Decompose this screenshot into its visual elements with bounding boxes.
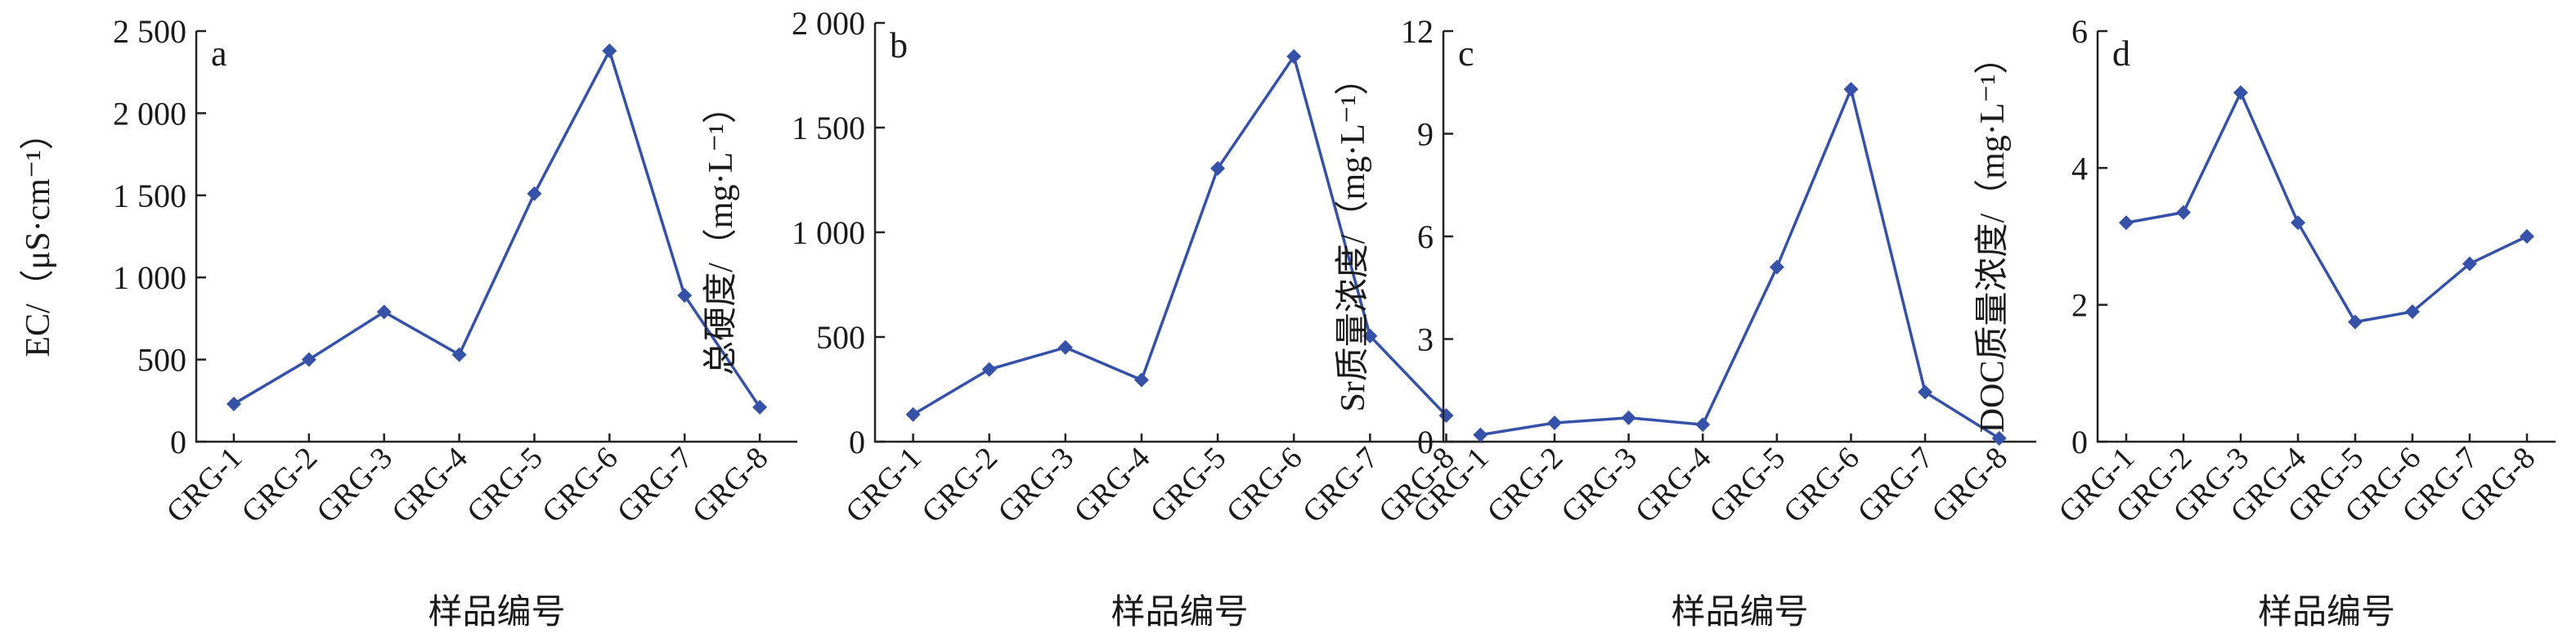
panel-letter: c	[1458, 34, 1474, 74]
data-point	[2348, 314, 2363, 330]
x-axis-title: 样品编号	[1671, 594, 1808, 631]
data-point	[1991, 430, 2007, 446]
data-point	[451, 347, 467, 362]
y-tick-label: 2 000	[113, 95, 186, 132]
panel-letter: a	[211, 34, 227, 74]
data-point	[2520, 229, 2534, 244]
y-tick-label: 1 000	[792, 214, 865, 251]
data-point	[301, 352, 316, 367]
y-tick-label: 9	[1417, 116, 1434, 153]
y-axis-title: 总硬度/（mg·L⁻¹）	[702, 89, 740, 375]
series-line	[912, 52, 1447, 417]
data-point	[527, 186, 542, 201]
data-point	[602, 43, 617, 59]
data-point	[1057, 339, 1073, 355]
data-point	[752, 399, 768, 415]
data-point	[1695, 417, 1711, 433]
panel-letter: d	[2112, 34, 2130, 74]
x-tick-label: GRG-8	[1925, 441, 2014, 530]
data-point	[1769, 259, 1784, 275]
x-tick-label: GRG-3	[310, 441, 399, 530]
y-tick-label: 2 000	[792, 5, 865, 42]
data-point	[2233, 85, 2248, 101]
data-point	[1843, 82, 1859, 97]
data-point	[1546, 415, 1562, 430]
y-tick-label: 1 500	[113, 177, 186, 214]
data-point	[2405, 304, 2420, 320]
data-point	[1621, 410, 1636, 425]
y-tick-label: 4	[2071, 150, 2088, 186]
series-line	[1480, 84, 2000, 440]
x-tick-label: GRG-2	[915, 441, 1004, 530]
y-tick-label: 3	[1417, 321, 1434, 358]
data-point	[2291, 215, 2305, 231]
x-tick-label: GRG-2	[1480, 441, 1569, 530]
x-tick-label: GRG-5	[1144, 441, 1233, 530]
y-tick-label: 12	[1401, 13, 1434, 50]
x-tick-label: GRG-6	[536, 441, 625, 530]
x-tick-label: GRG-6	[1777, 441, 1866, 530]
y-tick-label: 0	[849, 424, 865, 461]
data-point	[376, 304, 392, 320]
series-line	[233, 47, 761, 408]
data-point	[2462, 256, 2477, 272]
x-axis-title: 样品编号	[1111, 594, 1248, 631]
panel-letter: b	[890, 25, 908, 65]
y-tick-label: 6	[1417, 218, 1434, 255]
data-point	[226, 396, 241, 411]
x-tick-label: GRG-6	[1220, 441, 1309, 530]
data-point	[1918, 384, 1933, 400]
data-point	[2176, 204, 2191, 220]
y-tick-label: 0	[1417, 424, 1434, 461]
x-tick-label: GRG-4	[1629, 441, 1718, 530]
y-tick-label: 6	[2071, 13, 2088, 50]
axis-frame	[873, 23, 1484, 443]
x-axis-title: 样品编号	[428, 594, 565, 631]
data-point	[677, 288, 693, 303]
y-tick-label: 0	[170, 424, 186, 461]
x-tick-label: GRG-5	[460, 441, 550, 530]
x-tick-label: GRG-7	[611, 441, 700, 530]
x-tick-label: GRG-3	[1555, 441, 1644, 530]
x-tick-label: GRG-7	[1851, 441, 1941, 530]
y-tick-label: 2	[2071, 287, 2088, 324]
axis-frame	[1442, 31, 2036, 443]
x-tick-label: GRG-7	[1296, 441, 1385, 530]
data-point	[1473, 427, 1488, 443]
y-tick-label: 1 500	[792, 110, 865, 146]
x-tick-label: GRG-4	[1067, 441, 1156, 530]
data-point	[981, 362, 997, 377]
data-point	[1133, 372, 1149, 388]
x-tick-label: GRG-3	[991, 441, 1080, 530]
y-tick-label: 1 000	[113, 259, 186, 296]
data-point	[1362, 328, 1378, 344]
x-tick-label: GRG-2	[235, 441, 324, 530]
axis-frame	[2096, 31, 2556, 443]
y-axis-title: Sr质量浓度/（mg·L⁻¹）	[1335, 61, 1372, 411]
data-point	[2119, 215, 2134, 231]
x-tick-label: GRG-5	[1703, 441, 1792, 530]
y-axis-title: DOC质量浓度/（mg·L⁻¹）	[1974, 40, 2012, 433]
y-tick-label: 500	[137, 342, 186, 379]
x-axis-title: 样品编号	[2258, 594, 2395, 631]
series-line	[2125, 89, 2528, 324]
panel-c: 036912GRG-1GRG-2GRG-3GRG-4GRG-5GRG-6GRG-…	[1335, 13, 2036, 631]
data-point	[1210, 160, 1226, 176]
y-tick-label: 2 500	[113, 13, 186, 50]
y-tick-label: 500	[816, 319, 865, 356]
y-tick-label: 0	[2071, 424, 2088, 461]
data-point	[1286, 48, 1302, 64]
panel-d: 0246GRG-1GRG-2GRG-3GRG-4GRG-5GRG-6GRG-7G…	[1974, 13, 2556, 631]
y-axis-title: EC/（μS·cm⁻¹）	[20, 115, 57, 357]
x-tick-label: GRG-8	[686, 441, 775, 530]
data-point	[905, 407, 921, 422]
x-tick-label: GRG-4	[385, 441, 474, 530]
